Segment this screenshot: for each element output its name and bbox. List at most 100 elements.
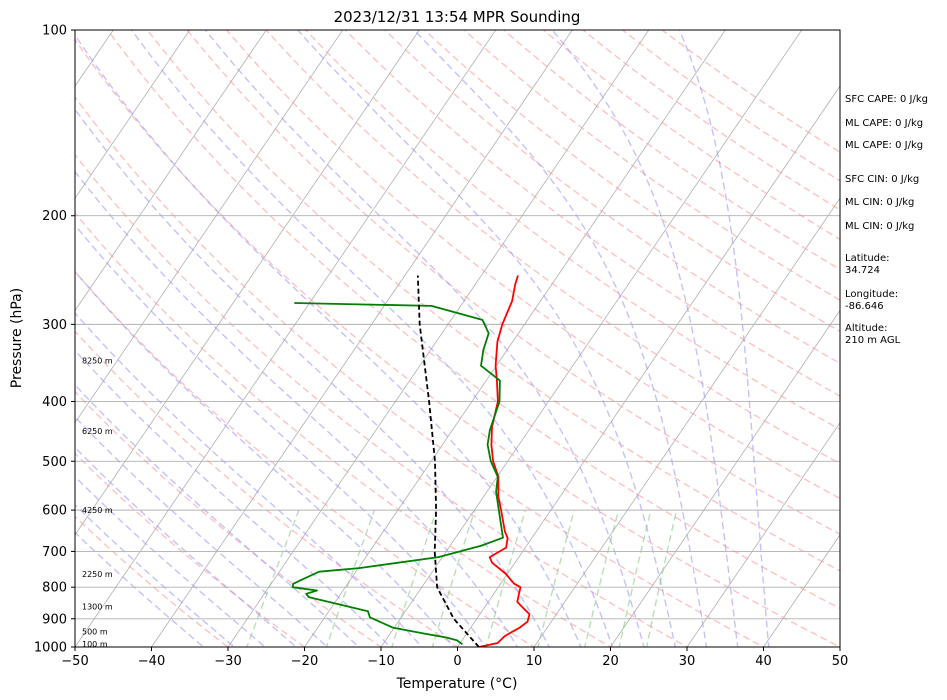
x-tick-label: −50 xyxy=(61,654,88,669)
dry-adiabat-line xyxy=(75,452,306,647)
moist-adiabat-line xyxy=(75,531,205,647)
dry-adiabat-line xyxy=(75,38,840,647)
y-tick-label: 100 xyxy=(42,24,67,39)
isotherm-line xyxy=(686,421,840,647)
sfc-cin-text: SFC CIN: 0 J/kg xyxy=(845,174,919,185)
y-tick-label: 600 xyxy=(42,504,67,519)
y-axis-label: Pressure (hPa) xyxy=(9,288,25,388)
chart-title: 2023/12/31 13:54 MPR Sounding xyxy=(334,8,581,26)
x-tick-label: −10 xyxy=(367,654,394,669)
moist-adiabat-line xyxy=(75,446,298,647)
parcel-profile-line xyxy=(416,275,480,647)
mixing-ratio-line xyxy=(325,509,376,647)
mixing-ratio-line xyxy=(246,509,300,647)
altitude-label: Altitude: xyxy=(845,323,887,334)
y-tick-label: 700 xyxy=(42,545,67,560)
mixing-ratio-line xyxy=(431,509,476,647)
series-layer xyxy=(291,275,531,647)
height-label: 6250 m xyxy=(82,427,113,436)
isotherm-line xyxy=(75,30,420,536)
isotherm-line xyxy=(533,197,840,647)
height-label: 100 m xyxy=(82,640,108,649)
isotherm-line xyxy=(380,30,803,647)
mixing-ratio-line xyxy=(537,509,576,647)
dry-adiabat-line xyxy=(186,30,840,536)
mixing-ratio-line xyxy=(391,509,438,647)
latitude-value: 34.724 xyxy=(845,265,880,276)
x-tick-label: −40 xyxy=(138,654,165,669)
x-tick-label: 20 xyxy=(602,654,619,669)
isotherm-line xyxy=(304,30,726,647)
moist-adiabat-line xyxy=(551,30,739,647)
moist-adiabat-line xyxy=(75,108,550,647)
isotherm-line xyxy=(763,534,840,647)
height-label: 2250 m xyxy=(82,570,113,579)
x-tick-label: 50 xyxy=(832,654,849,669)
dry-adiabat-line xyxy=(304,30,840,431)
longitude-value: -86.646 xyxy=(845,301,884,312)
mixing-ratio-line xyxy=(584,509,620,647)
x-tick-label: 0 xyxy=(453,654,461,669)
height-label: 1300 m xyxy=(82,603,113,612)
x-tick-label: 10 xyxy=(526,654,543,669)
dry-adiabat-line xyxy=(106,30,840,610)
dry-adiabat-line xyxy=(75,95,766,647)
moist-adiabat-line xyxy=(75,475,267,647)
isotherm-line xyxy=(75,30,344,424)
isotherm-line xyxy=(457,85,840,647)
y-tick-label: 800 xyxy=(42,581,67,596)
y-tick-label: 400 xyxy=(42,395,67,410)
moist-adiabat-line xyxy=(75,349,392,647)
moist-adiabat-line xyxy=(75,270,455,647)
mixing-ratio-line xyxy=(645,509,678,647)
moist-adiabat-line xyxy=(131,30,614,647)
y-tick-label: 900 xyxy=(42,612,67,627)
dry-adiabat-line xyxy=(423,30,840,333)
moist-adiabat-line xyxy=(75,170,519,647)
latitude-label: Latitude: xyxy=(845,253,890,264)
dry-adiabat-line xyxy=(75,330,459,647)
moist-adiabat-line xyxy=(678,30,770,647)
isotherm-line xyxy=(227,30,650,647)
sfc-cape-text: SFC CAPE: 0 J/kg xyxy=(845,94,928,105)
dry-adiabat-line xyxy=(75,153,689,647)
dry-adiabat-line xyxy=(225,30,840,500)
dewpoint-line xyxy=(291,302,504,646)
mixing-ratio-line xyxy=(618,509,652,647)
dry-adiabat-line xyxy=(146,30,840,572)
x-tick-label: 30 xyxy=(679,654,696,669)
isotherm-line xyxy=(908,16,947,660)
indices-panel: SFC CAPE: 0 J/kg ML CAPE: 0 J/kg ML CAPE… xyxy=(845,94,928,346)
moist-adiabat-line xyxy=(75,503,236,647)
dry-adiabat-line xyxy=(384,30,840,365)
isotherm-line xyxy=(610,309,840,647)
longitude-label: Longitude: xyxy=(845,289,898,300)
y-tick-label: 1000 xyxy=(34,641,67,656)
altitude-value: 210 m AGL xyxy=(845,335,901,346)
moist-adiabat-line xyxy=(204,30,645,647)
x-tick-label: −20 xyxy=(291,654,318,669)
y-tick-label: 500 xyxy=(42,455,67,470)
isotherm-line xyxy=(151,30,573,647)
ml-cin-text-2: ML CIN: 0 J/kg xyxy=(845,221,914,232)
x-tick-label: 40 xyxy=(755,654,772,669)
dry-adiabat-line xyxy=(265,30,840,465)
ml-cape-text: ML CAPE: 0 J/kg xyxy=(845,118,923,129)
isotherm-line xyxy=(75,30,497,647)
height-labels: 100 m 500 m 1300 m 2250 m 4250 m 6250 m 8250 m xyxy=(82,356,113,648)
moist-adiabat-line xyxy=(75,33,582,647)
y-tick-label: 300 xyxy=(42,318,67,333)
dry-adiabat-line xyxy=(75,211,612,647)
y-tick-label: 200 xyxy=(42,209,67,224)
isotherm-line xyxy=(75,30,267,312)
ml-cin-text: ML CIN: 0 J/kg xyxy=(845,197,914,208)
ml-cape-text-2: ML CAPE: 0 J/kg xyxy=(845,140,923,151)
moist-adiabat-line xyxy=(75,383,360,647)
isotherm-line xyxy=(75,30,191,200)
moist-adiabat-line xyxy=(75,312,423,647)
dry-adiabat-line xyxy=(463,30,840,302)
moist-adiabat-line xyxy=(75,416,329,647)
height-label: 4250 m xyxy=(82,506,113,515)
temperature-line xyxy=(478,275,531,647)
